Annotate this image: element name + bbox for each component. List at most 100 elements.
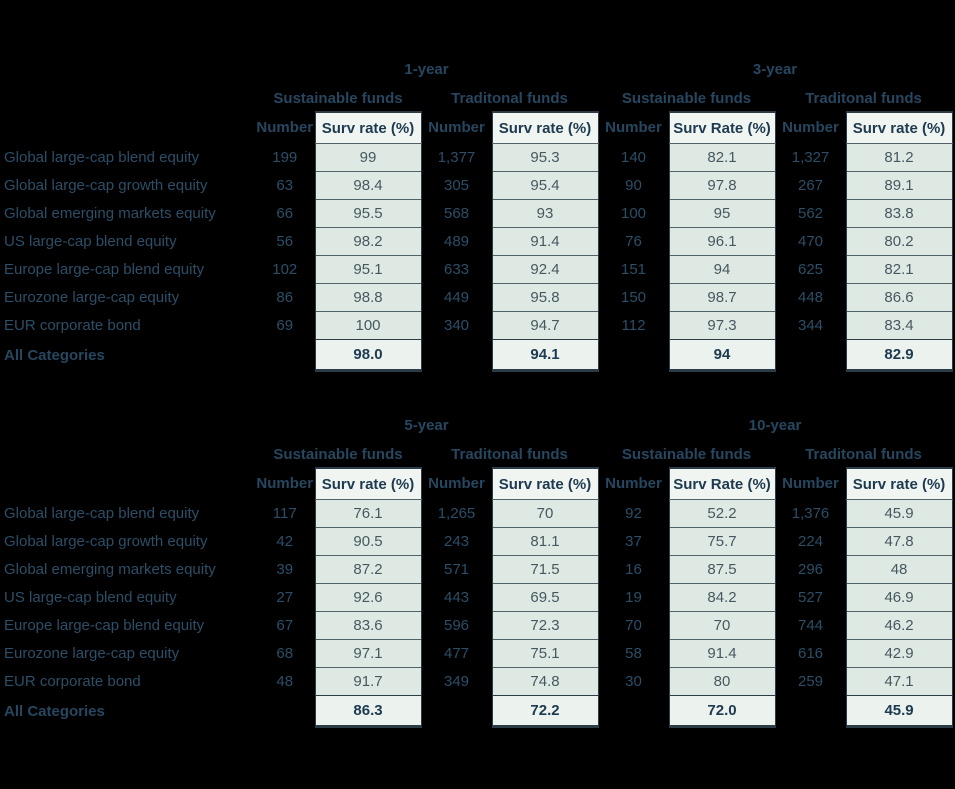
- fund-number-cell: 1,377: [437, 149, 476, 166]
- table-row: Global emerging markets equity 39 87.2 5…: [4, 555, 953, 584]
- survivorship-table-5-10-year: 5-year 10-year Sustainable funds Tradito…: [4, 412, 953, 728]
- surv-rate-cell: 93: [491, 199, 599, 228]
- table-row: Europe large-cap blend equity 67 83.6 59…: [4, 611, 953, 640]
- table-row: Europe large-cap blend equity 102 95.1 6…: [4, 255, 953, 284]
- fund-number-cell: 449: [443, 289, 470, 306]
- number-column-header: Number: [782, 119, 839, 137]
- period-title: 3-year: [752, 60, 798, 78]
- surv-rate-cell: 71.5: [491, 555, 599, 584]
- surv-rate-cell: 95.8: [491, 283, 599, 312]
- fund-number-cell: 68: [276, 645, 294, 662]
- spacer: [4, 56, 255, 82]
- fund-number-cell: [421, 696, 492, 727]
- fund-type-label: Traditonal funds: [451, 90, 568, 107]
- fund-number-cell: 616: [798, 645, 824, 662]
- surv-rate-cell: 76.1: [314, 499, 422, 528]
- category-label: EUR corporate bond: [4, 673, 141, 690]
- fund-number-cell: 56: [276, 233, 294, 250]
- surv-rate-cell: 98.7: [668, 283, 776, 312]
- surv-rate-cell: 87.2: [314, 555, 422, 584]
- table-row: Global large-cap blend equity 117 76.1 1…: [4, 499, 953, 528]
- fund-number-cell: 58: [625, 645, 642, 662]
- surv-rate-cell: 98.8: [314, 283, 422, 312]
- fund-number-cell: 86: [276, 289, 294, 306]
- fund-number-cell: 305: [443, 177, 470, 194]
- surv-rate-cell: 87.5: [668, 555, 776, 584]
- surv-rate-cell: 91.4: [491, 227, 599, 256]
- fund-number-cell: 267: [798, 177, 824, 194]
- surv-rate-cell: 80: [668, 667, 776, 696]
- fund-type-label: Sustainable funds: [273, 90, 403, 107]
- fund-number-cell: 30: [625, 673, 642, 690]
- category-label: US large-cap blend equity: [4, 233, 177, 250]
- number-column-header: Number: [428, 475, 485, 493]
- table-row: US large-cap blend equity 27 92.6 443 69…: [4, 583, 953, 612]
- surv-rate-cell: 92.4: [491, 255, 599, 284]
- fund-number-cell: 744: [798, 617, 824, 634]
- surv-rate-cell: 82.1: [668, 143, 776, 172]
- column-header-row: Number Surv rate (%) Number Surv rate (%…: [4, 467, 953, 500]
- surv-rate-cell: 84.2: [668, 583, 776, 612]
- period-title: 10-year: [748, 416, 802, 434]
- fund-number-cell: 76: [625, 233, 642, 250]
- fund-type-label: Sustainable funds: [621, 90, 752, 107]
- surv-rate-cell: 83.8: [845, 199, 953, 228]
- fund-number-cell: 1,327: [791, 149, 830, 166]
- fund-type-label: Sustainable funds: [273, 446, 403, 463]
- category-label: Global large-cap growth equity: [4, 533, 208, 550]
- surv-rate-cell: 45.9: [845, 499, 953, 528]
- period-title-row: 1-year 3-year: [4, 56, 952, 82]
- survivorship-table-1-3-year: 1-year 3-year Sustainable funds Traditon…: [4, 56, 953, 372]
- spacer: [4, 468, 255, 500]
- fund-number-cell: 66: [276, 205, 294, 222]
- surv-rate-cell: 80.2: [845, 227, 953, 256]
- fund-number-cell: 39: [276, 561, 294, 578]
- surv-rate-cell: 99: [314, 143, 422, 172]
- surv-rate-cell: 69.5: [491, 583, 599, 612]
- fund-number-cell: 625: [798, 261, 824, 278]
- surv-rate-cell: 70: [491, 499, 599, 528]
- fund-type-row: Sustainable funds Traditonal funds Susta…: [4, 82, 952, 112]
- fund-number-cell: 448: [798, 289, 824, 306]
- fund-number-cell: 140: [621, 149, 647, 166]
- surv-rate-cell: 92.6: [314, 583, 422, 612]
- table-row: EUR corporate bond 69 100 340 94.7 112 9…: [4, 311, 953, 340]
- fund-number-cell: [421, 340, 492, 371]
- table-row: Global large-cap growth equity 42 90.5 2…: [4, 527, 953, 556]
- surv-rate-cell: 95.5: [314, 199, 422, 228]
- fund-number-cell: 1,265: [437, 505, 476, 522]
- surv-rate-cell: 47.1: [845, 667, 953, 696]
- surv-rate-cell: 72.3: [491, 611, 599, 640]
- number-column-header: Number: [256, 475, 314, 493]
- surv-rate-cell: 98.4: [314, 171, 422, 200]
- fund-number-cell: 243: [443, 533, 470, 550]
- fund-type-label: Traditonal funds: [805, 90, 922, 107]
- fund-number-cell: 443: [443, 589, 470, 606]
- fund-number-cell: 112: [621, 317, 646, 334]
- surv-rate-cell: 75.7: [668, 527, 776, 556]
- number-column-header: Number: [605, 119, 662, 137]
- number-column-header: Number: [605, 475, 662, 493]
- category-label: Global emerging markets equity: [4, 561, 216, 578]
- surv-rate-cell: 72.0: [668, 695, 776, 728]
- fund-number-cell: 117: [272, 505, 297, 522]
- spacer: [4, 82, 255, 112]
- fund-number-cell: [775, 696, 846, 727]
- surv-rate-cell: 97.3: [668, 311, 776, 340]
- surv-rate-cell: 97.1: [314, 639, 422, 668]
- category-label: Europe large-cap blend equity: [4, 261, 205, 278]
- fund-number-cell: 571: [443, 561, 470, 578]
- table-row: US large-cap blend equity 56 98.2 489 91…: [4, 227, 953, 256]
- category-label: All Categories: [4, 346, 105, 364]
- fund-number-cell: 259: [798, 673, 824, 690]
- surv-rate-cell: 98.0: [314, 339, 422, 372]
- surv-rate-cell: 83.6: [314, 611, 422, 640]
- surv-rate-cell: 94: [668, 255, 776, 284]
- fund-type-row: Sustainable funds Traditonal funds Susta…: [4, 438, 952, 468]
- surv-rate-cell: 94.7: [491, 311, 599, 340]
- surv-rate-cell: 98.2: [314, 227, 422, 256]
- category-label: Global large-cap blend equity: [4, 149, 200, 166]
- surv-rate-cell: 95.1: [314, 255, 422, 284]
- spacer: [4, 412, 255, 438]
- rate-column-header: Surv rate (%): [491, 111, 599, 144]
